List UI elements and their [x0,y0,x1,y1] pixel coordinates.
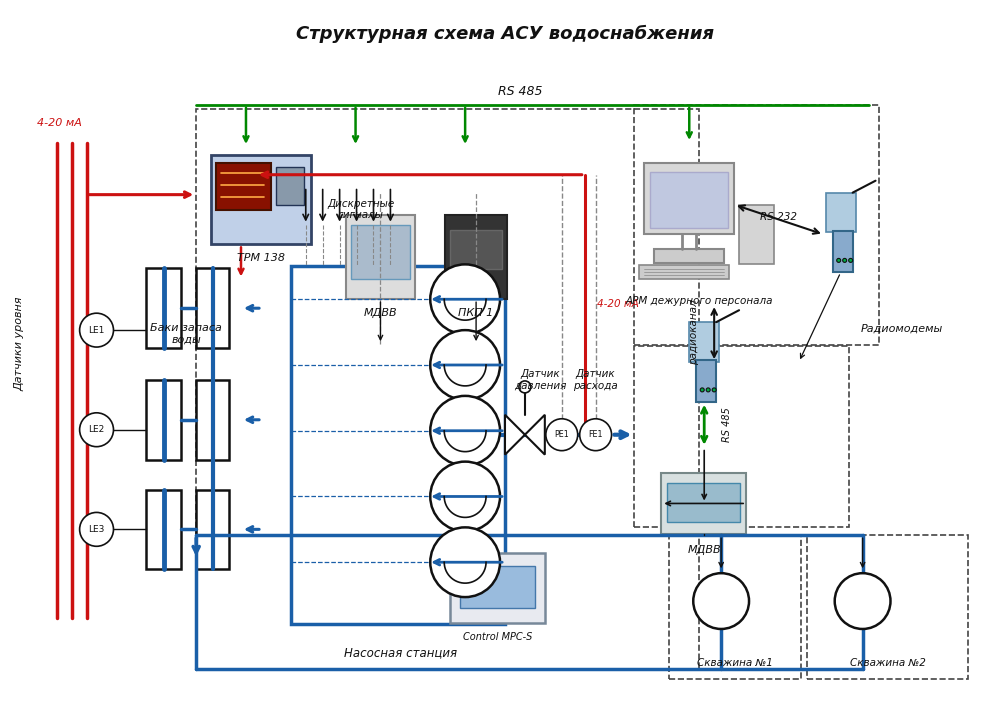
Text: МДВВ: МДВВ [364,308,397,319]
Text: МДВВ: МДВВ [687,545,721,555]
Circle shape [835,573,890,629]
Bar [196,109,699,669]
Text: Датчик
расхода: Датчик расхода [573,369,618,391]
Circle shape [843,258,847,262]
Circle shape [706,388,710,392]
Text: ПКП 1: ПКП 1 [458,308,494,318]
Bar [661,473,746,534]
Text: 4-20 мА: 4-20 мА [597,299,639,309]
Text: RS 485: RS 485 [722,408,732,442]
Bar [196,489,229,569]
Text: Скважина №2: Скважина №2 [850,658,925,668]
Bar [634,105,879,345]
Text: Дискретные
сигналы: Дискретные сигналы [327,199,394,220]
Text: LE2: LE2 [88,425,105,434]
Circle shape [80,513,113,547]
Text: 4-20 мА: 4-20 мА [37,118,82,128]
Bar [351,224,410,279]
Circle shape [430,462,500,531]
Text: АРМ дежурного персонала: АРМ дежурного персонала [625,296,773,306]
Circle shape [519,381,531,393]
Circle shape [430,264,500,334]
Circle shape [80,413,113,447]
Circle shape [80,313,113,347]
Text: Датчик
давления: Датчик давления [514,369,566,391]
Text: RS 485: RS 485 [498,85,542,98]
Bar [644,163,734,235]
Bar [639,266,729,279]
Circle shape [700,388,704,392]
Bar [833,230,853,272]
Text: ТРМ 138: ТРМ 138 [237,253,285,264]
Text: Структурная схема АСУ водоснабжения: Структурная схема АСУ водоснабжения [296,25,714,43]
Circle shape [580,418,612,450]
Bar [211,155,311,245]
Polygon shape [525,415,545,455]
Bar [146,269,181,348]
Text: PE1: PE1 [554,430,569,439]
Bar [276,167,304,205]
Text: Радиомодемы: Радиомодемы [861,324,943,334]
Circle shape [430,527,500,597]
Bar [196,269,229,348]
Bar [216,163,271,209]
Text: LE1: LE1 [88,326,105,334]
Bar [669,535,801,679]
Bar [346,214,415,299]
Text: радиоканал: радиоканал [689,299,699,365]
Circle shape [430,330,500,400]
Circle shape [546,418,578,450]
Bar [667,482,740,523]
Bar [807,535,968,679]
Bar [696,360,716,402]
Text: LE3: LE3 [88,525,105,534]
Bar [650,172,728,227]
Text: Скважина №1: Скважина №1 [697,658,773,668]
Bar [826,193,856,232]
Bar [146,489,181,569]
Bar [739,205,774,264]
Circle shape [849,258,853,262]
Text: RS 232: RS 232 [760,211,797,222]
Text: Насосная станция: Насосная станция [344,647,457,660]
Bar [654,250,724,264]
Circle shape [430,396,500,466]
Bar [146,380,181,460]
Circle shape [837,258,841,262]
Text: FE1: FE1 [588,430,603,439]
Text: Датчики уровня: Датчики уровня [15,297,25,391]
Bar [689,322,719,362]
Text: Баки запаса
воды: Баки запаса воды [150,324,222,345]
Circle shape [693,573,749,629]
Bar [634,346,849,527]
Bar [450,230,502,269]
Bar [445,214,507,299]
Circle shape [712,388,716,392]
Bar [450,553,545,623]
Text: Control MPC-S: Control MPC-S [463,632,532,642]
Bar [196,380,229,460]
Bar [291,266,505,624]
Polygon shape [505,415,525,455]
Bar [460,566,535,608]
